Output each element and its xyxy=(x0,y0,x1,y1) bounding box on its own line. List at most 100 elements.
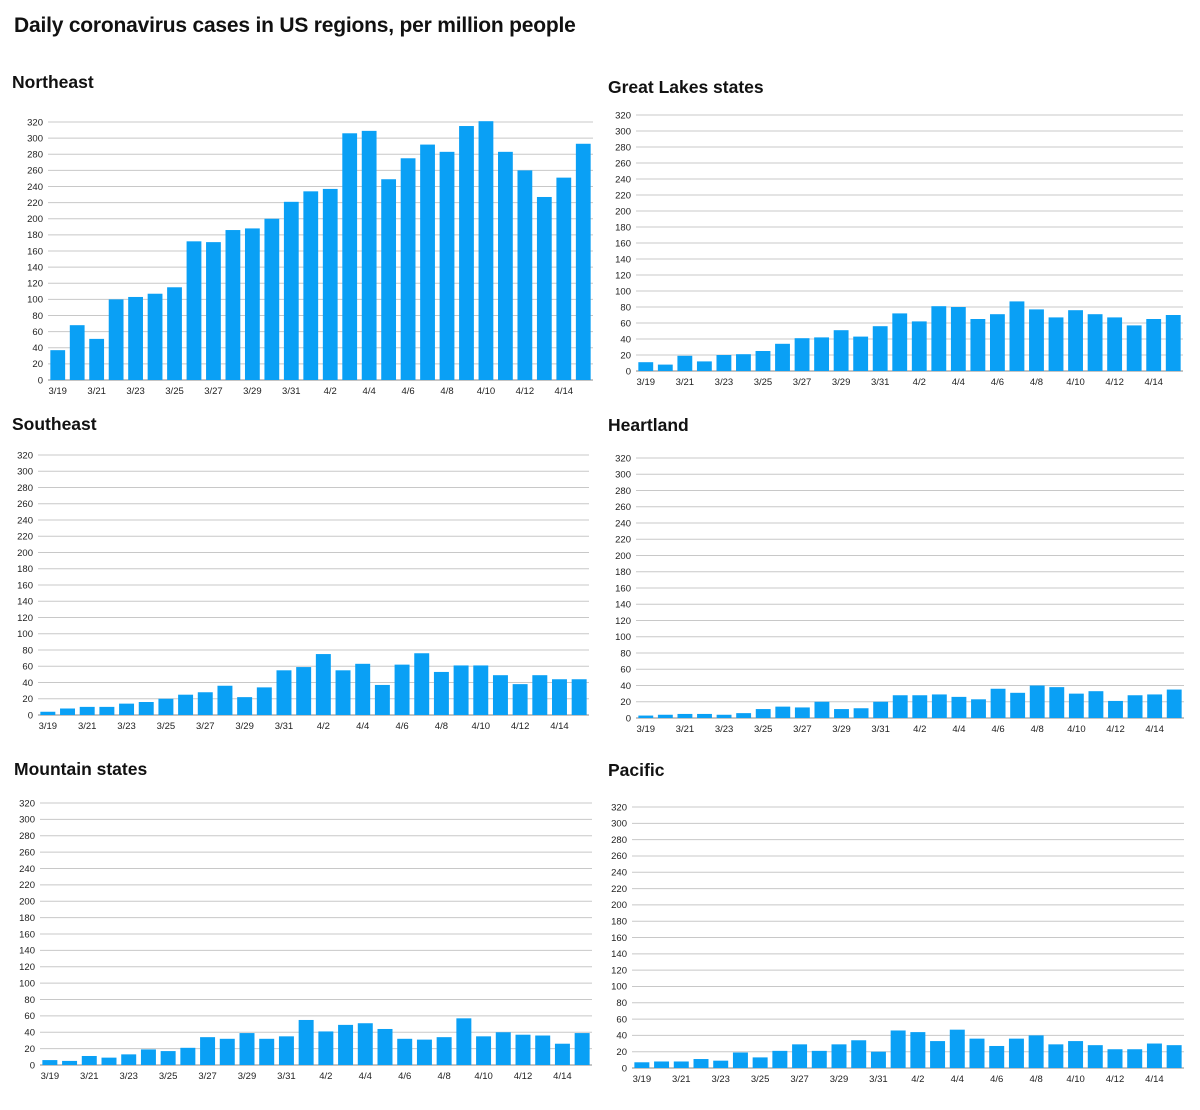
bar-4-10 xyxy=(1068,310,1083,371)
bar-4-12 xyxy=(512,684,528,716)
x-tick-label: 4/6 xyxy=(398,1071,411,1082)
y-tick-label: 80 xyxy=(22,645,33,656)
x-tick-label: 3/21 xyxy=(80,1071,99,1082)
bar-4-5 xyxy=(381,179,397,380)
x-tick-label: 3/25 xyxy=(157,721,176,732)
y-tick-label: 0 xyxy=(30,1060,35,1071)
chart-title: Pacific xyxy=(608,760,665,780)
x-tick-label: 3/19 xyxy=(637,724,656,735)
x-tick-label: 4/4 xyxy=(952,724,965,735)
y-tick-label: 60 xyxy=(22,662,33,673)
y-tick-label: 300 xyxy=(17,467,33,478)
bar-3-31 xyxy=(873,701,889,718)
x-tick-label: 4/6 xyxy=(991,377,1004,388)
bar-3-26 xyxy=(775,706,791,719)
bar-3-24 xyxy=(147,293,163,380)
bar-4-4 xyxy=(951,696,967,719)
bar-4-1 xyxy=(298,1019,314,1065)
y-tick-label: 220 xyxy=(27,198,43,209)
bar-3-21 xyxy=(89,338,105,380)
bar-3-21 xyxy=(81,1055,97,1065)
bar-3-28 xyxy=(814,701,830,718)
y-tick-label: 180 xyxy=(615,567,631,578)
y-tick-label: 160 xyxy=(19,929,35,940)
chart-panel-great-lakes-states: Great Lakes states 0 20 40 60 80 100 120 140 160… xyxy=(608,77,1198,427)
bar-3-24 xyxy=(140,1049,156,1065)
bar-4-8 xyxy=(1028,1035,1044,1069)
bar-4-6 xyxy=(989,314,1005,371)
x-tick-label: 3/31 xyxy=(275,721,294,732)
x-tick-label: 3/25 xyxy=(159,1071,178,1082)
y-tick-label: 280 xyxy=(19,831,35,842)
bar-4-7 xyxy=(1010,692,1026,718)
y-tick-label: 40 xyxy=(616,1031,627,1042)
x-tick-label: 4/10 xyxy=(472,721,491,732)
bar-4-6 xyxy=(394,664,410,716)
y-tick-label: 300 xyxy=(611,819,627,830)
bar-3-26 xyxy=(186,241,202,380)
x-tick-label: 3/29 xyxy=(243,386,262,397)
y-tick-label: 220 xyxy=(615,190,631,201)
bar-4-12 xyxy=(1108,700,1123,718)
bar-4-7 xyxy=(416,1039,432,1065)
bar-3-22 xyxy=(693,1059,709,1068)
bar-4-8 xyxy=(1029,685,1045,718)
bar-4-3 xyxy=(335,670,351,715)
bar-chart: 0 20 40 60 80 100 120 140 160 180 200 220 240 260 280 3… xyxy=(611,802,1184,1085)
x-tick-label: 3/31 xyxy=(869,1074,888,1085)
y-tick-label: 280 xyxy=(615,142,631,153)
y-tick-label: 320 xyxy=(611,802,627,813)
bar-3-29 xyxy=(833,330,849,371)
y-tick-label: 280 xyxy=(27,150,43,161)
bar-3-30 xyxy=(256,687,272,716)
bar-4-2 xyxy=(912,695,928,718)
bar-chart: 0 20 40 60 80 100 120 140 160 180 200 220 240 260 280 3… xyxy=(17,450,589,732)
y-tick-label: 220 xyxy=(17,532,33,543)
bar-4-2 xyxy=(315,654,331,715)
x-tick-label: 3/21 xyxy=(676,724,695,735)
x-tick-label: 4/8 xyxy=(440,386,453,397)
x-tick-label: 3/25 xyxy=(754,377,773,388)
bar-4-10 xyxy=(476,1036,492,1065)
y-tick-label: 200 xyxy=(611,900,627,911)
y-tick-label: 320 xyxy=(27,117,43,128)
bar-3-27 xyxy=(206,242,221,380)
x-tick-label: 3/23 xyxy=(117,721,136,732)
bar-3-20 xyxy=(657,364,673,371)
bar-3-27 xyxy=(197,692,213,715)
y-tick-label: 100 xyxy=(611,982,627,993)
bar-3-26 xyxy=(775,343,790,371)
y-tick-label: 40 xyxy=(22,678,33,689)
x-tick-label: 4/4 xyxy=(952,377,965,388)
bar-3-24 xyxy=(732,1052,748,1068)
y-tick-label: 140 xyxy=(19,946,35,957)
x-tick-label: 3/31 xyxy=(871,724,890,735)
bar-4-12 xyxy=(515,1034,531,1065)
x-tick-label: 3/31 xyxy=(282,386,301,397)
y-tick-label: 180 xyxy=(27,230,43,241)
bar-3-26 xyxy=(178,694,194,715)
x-tick-label: 3/29 xyxy=(830,1074,849,1085)
bar-3-30 xyxy=(853,336,869,371)
bar-4-3 xyxy=(930,1041,946,1068)
bar-4-13 xyxy=(1126,325,1142,371)
bar-4-13 xyxy=(532,675,548,715)
bar-4-5 xyxy=(970,319,986,371)
y-tick-label: 40 xyxy=(24,1028,35,1039)
y-tick-label: 220 xyxy=(19,880,35,891)
y-tick-label: 120 xyxy=(611,965,627,976)
x-tick-label: 3/23 xyxy=(715,724,734,735)
bar-3-29 xyxy=(239,1033,255,1065)
x-tick-label: 3/21 xyxy=(87,386,106,397)
x-tick-label: 4/2 xyxy=(324,386,337,397)
bar-3-23 xyxy=(716,355,732,371)
x-tick-label: 4/6 xyxy=(401,386,414,397)
y-tick-label: 100 xyxy=(27,295,43,306)
bar-4-9 xyxy=(1048,317,1064,371)
bar-4-11 xyxy=(495,1032,511,1065)
bar-4-11 xyxy=(1087,314,1103,371)
bar-3-21 xyxy=(79,706,95,716)
bar-3-19 xyxy=(638,715,654,718)
x-tick-label: 3/25 xyxy=(751,1074,770,1085)
x-tick-label: 4/2 xyxy=(317,721,330,732)
